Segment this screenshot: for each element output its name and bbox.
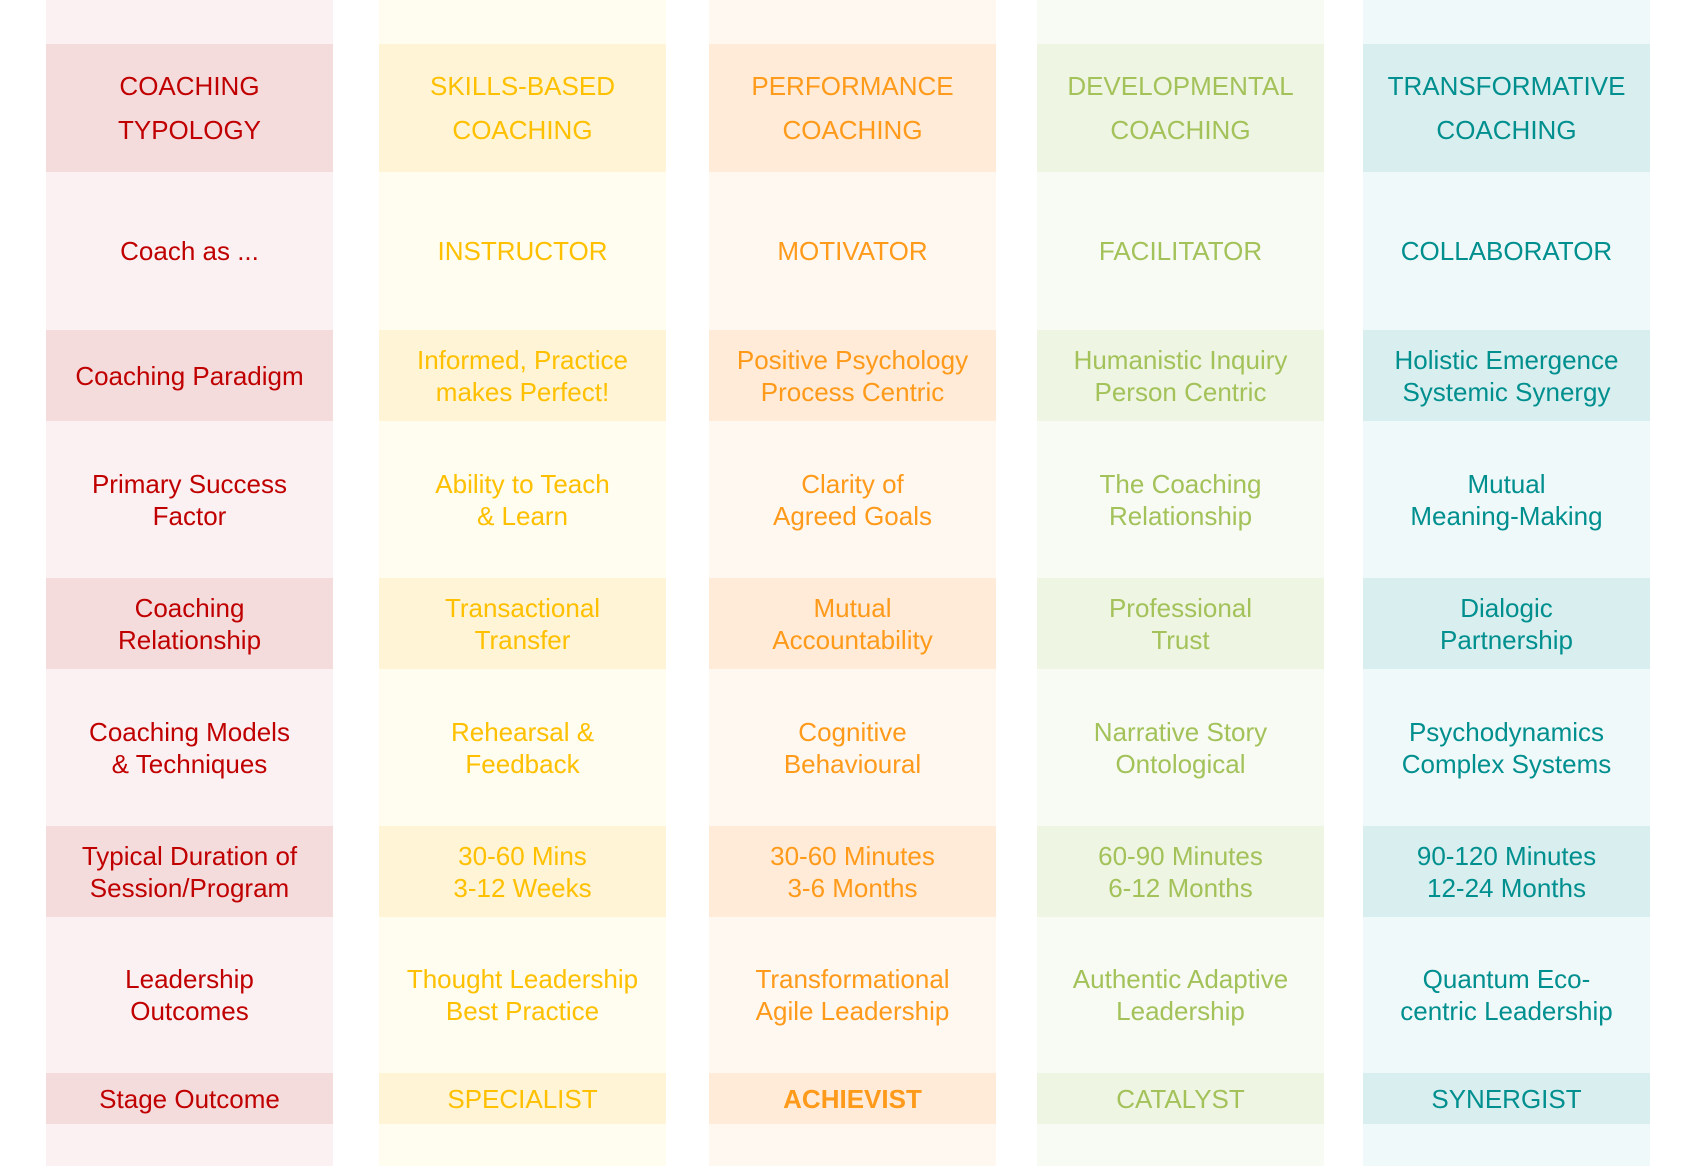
table-cell: CATALYST <box>1037 1073 1324 1124</box>
table-cell: The Coaching Relationship <box>1099 468 1262 531</box>
row-label: Coach as ... <box>120 236 259 266</box>
row-label: Stage Outcome <box>46 1073 333 1124</box>
table-cell: Quantum Eco- centric Leadership <box>1400 964 1613 1026</box>
table-cell: Mutual Meaning-Making <box>1410 468 1603 531</box>
table-cell: Authentic Adaptive Leadership <box>1072 964 1289 1026</box>
table-cell: INSTRUCTOR <box>437 236 608 266</box>
row-label: Primary Success Factor <box>91 468 288 531</box>
column-typology: COACHING TYPOLOGY Coach as ... Coaching Pa… <box>46 0 333 1166</box>
table-cell: Holistic Emergence Systemic Synergy <box>1363 330 1650 421</box>
table-cell: Cognitive Behavioural <box>783 716 922 779</box>
table-cell: Clarity of Agreed Goals <box>773 468 932 531</box>
table-cell: SYNERGIST <box>1363 1073 1650 1124</box>
table-cell: Mutual Accountability <box>709 578 996 669</box>
table-cell: 30-60 Minutes 3-6 Months <box>709 826 996 917</box>
row-label: Leadership Outcomes <box>125 964 254 1026</box>
table-cell: Narrative Story Ontological <box>1093 716 1268 779</box>
column-header: SKILLS-BASED COACHING <box>379 44 666 172</box>
column-header: PERFORMANCE COACHING <box>709 44 996 172</box>
table-cell: COLLABORATOR <box>1400 236 1613 266</box>
row-label: Coaching Models & Techniques <box>89 716 290 779</box>
table-cell: Humanistic Inquiry Person Centric <box>1037 330 1324 421</box>
column-skills-based: SKILLS-BASED COACHING INSTRUCTOR Informed,… <box>379 0 666 1166</box>
table-cell: ACHIEVIST <box>709 1073 996 1124</box>
table-cell: Transactional Transfer <box>379 578 666 669</box>
column-developmental: DEVELOPMENTAL COACHING FACILITATOR Humanis… <box>1037 0 1324 1166</box>
column-header: DEVELOPMENTAL COACHING <box>1037 44 1324 172</box>
column-header: TRANSFORMATIVE COACHING <box>1363 44 1650 172</box>
table-cell: FACILITATOR <box>1098 236 1263 266</box>
row-label: Coaching Relationship <box>46 578 333 669</box>
table-cell: Dialogic Partnership <box>1363 578 1650 669</box>
column-transformative: TRANSFORMATIVE COACHING COLLABORATOR Holis… <box>1363 0 1650 1166</box>
table-cell: SPECIALIST <box>379 1073 666 1124</box>
table-cell: Transformational Agile Leadership <box>755 964 950 1026</box>
table-cell: 60-90 Minutes 6-12 Months <box>1037 826 1324 917</box>
row-label: Typical Duration of Session/Program <box>46 826 333 917</box>
table-cell: 90-120 Minutes 12-24 Months <box>1363 826 1650 917</box>
table-cell: Professional Trust <box>1037 578 1324 669</box>
table-cell: Psychodynamics Complex Systems <box>1401 716 1612 779</box>
column-header: COACHING TYPOLOGY <box>46 44 333 172</box>
row-label: Coaching Paradigm <box>46 330 333 421</box>
table-cell: MOTIVATOR <box>777 236 928 266</box>
table-cell: Rehearsal & Feedback <box>450 716 595 779</box>
table-cell: Positive Psychology Process Centric <box>709 330 996 421</box>
table-cell: Ability to Teach & Learn <box>435 468 610 531</box>
table-cell: 30-60 Mins 3-12 Weeks <box>379 826 666 917</box>
column-performance: PERFORMANCE COACHING MOTIVATOR Positive Ps… <box>709 0 996 1166</box>
table-cell: Thought Leadership Best Practice <box>406 964 639 1026</box>
table-cell: Informed, Practice makes Perfect! <box>379 330 666 421</box>
